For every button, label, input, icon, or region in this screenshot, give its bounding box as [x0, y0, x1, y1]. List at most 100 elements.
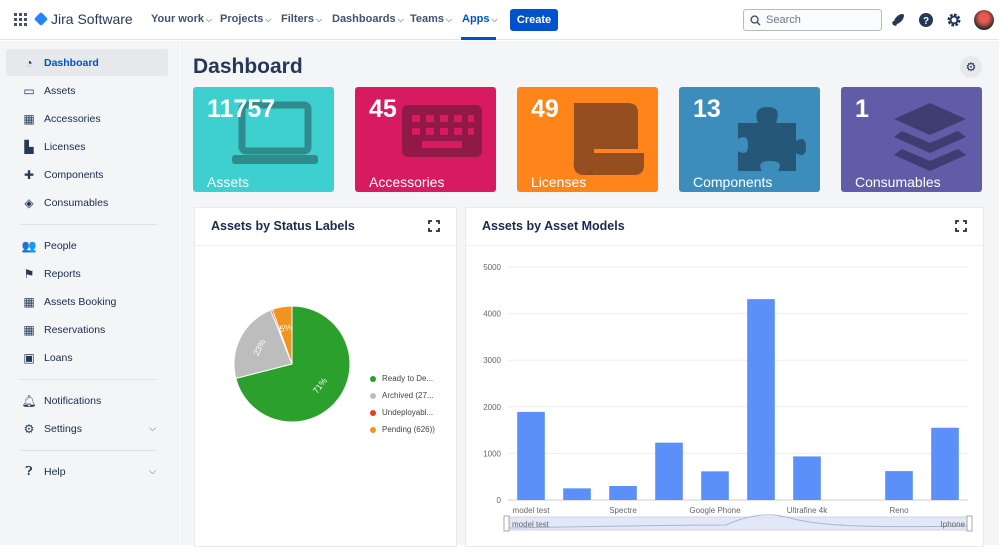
nav-filters[interactable]: Filters ⌵ — [281, 13, 323, 25]
pie-slice[interactable] — [271, 305, 293, 365]
bar[interactable] — [563, 488, 591, 500]
nav-dashboards[interactable]: Dashboards ⌵ — [332, 13, 404, 25]
search-input[interactable]: Search — [743, 9, 882, 31]
panel-title: Assets by Asset Models — [482, 219, 625, 233]
expand-icon[interactable] — [428, 220, 440, 232]
chevron-down-icon: ⌵ — [397, 15, 404, 24]
slider-start-label: model test — [512, 520, 550, 529]
divider — [20, 450, 157, 451]
settings-icon[interactable] — [946, 12, 962, 28]
bar[interactable] — [609, 486, 637, 500]
rocket-icon[interactable] — [890, 12, 906, 28]
expand-icon[interactable] — [955, 220, 967, 232]
chevron-down-icon: ⌵ — [265, 15, 272, 24]
laptop-icon: ▭ — [23, 83, 35, 98]
y-tick-label: 0 — [497, 496, 502, 505]
nav-your-work[interactable]: Your work ⌵ — [151, 13, 213, 25]
pie-chart: 71%23%5% — [233, 305, 351, 423]
legend-item[interactable]: Pending (626)) — [370, 421, 435, 438]
chevron-down-icon: ⌵ — [205, 15, 213, 24]
legend-item[interactable]: Undeployabl... — [370, 404, 435, 421]
zoom-slider[interactable] — [507, 516, 969, 531]
app-switcher-icon[interactable] — [14, 13, 27, 26]
pie-slice[interactable] — [233, 309, 293, 380]
flag-icon: ⚑ — [23, 266, 35, 281]
chevron-down-icon: ⌵ — [491, 15, 498, 24]
sidebar-item-assets[interactable]: ▭ Assets — [23, 83, 76, 98]
jira-logo[interactable]: Jira Software — [33, 11, 133, 27]
chevron-down-icon: ⌵ — [149, 423, 156, 433]
asset-models-panel: Assets by Asset Models 0 1000 2000 3000 4000… — [465, 207, 984, 547]
scroll-icon — [573, 103, 644, 175]
status-labels-panel: Assets by Status Labels 71% 23% 5% Ready t… — [194, 207, 457, 547]
pie-slice[interactable] — [235, 305, 351, 423]
card-accessories[interactable]: 45 Accessories — [355, 87, 496, 192]
card-assets[interactable]: 11757 Assets — [193, 87, 334, 192]
sidebar-item-help[interactable]: ❓︎ Help ⌵ — [6, 458, 168, 485]
top-nav: Jira Software Your work ⌵ Projects ⌵ Filte… — [0, 0, 999, 40]
slider-end-label: Iphone — [941, 520, 966, 529]
sidebar-item-components[interactable]: ✚ Components — [23, 167, 104, 182]
bar-chart: 0 1000 2000 3000 4000 5000 model test Spectre Go… — [483, 263, 973, 532]
brand-name: Jira Software — [51, 11, 133, 27]
help-icon[interactable]: ? — [918, 12, 934, 28]
sidebar-item-settings[interactable]: ⚙ Settings ⌵ — [23, 421, 156, 436]
jira-diamond-icon — [33, 11, 49, 27]
slider-preview-line — [507, 514, 969, 529]
y-tick-label: 1000 — [483, 449, 501, 458]
dashboard-settings-button[interactable]: ⚙ — [960, 56, 982, 78]
nav-projects[interactable]: Projects ⌵ — [220, 13, 272, 25]
x-tick-label: model test — [513, 506, 551, 515]
sidebar-item-accessories[interactable]: ▦ Accessories — [23, 111, 101, 126]
bar[interactable] — [793, 456, 821, 500]
bar[interactable] — [885, 471, 913, 500]
pie-legend: Ready to De... Archived (27... Undeploya… — [370, 370, 435, 438]
puzzle-icon — [738, 107, 806, 171]
slider-handle-left[interactable] — [503, 515, 510, 532]
legend-item[interactable]: Ready to De... — [370, 370, 435, 387]
help-icon: ❓︎ — [25, 464, 33, 478]
bar[interactable] — [517, 411, 545, 500]
sidebar-item-people[interactable]: 👥 People — [21, 238, 77, 253]
layers-icon — [894, 103, 966, 171]
sidebar-item-dashboard[interactable]: ◔ Dashboard — [6, 49, 168, 76]
sidebar-item-loans[interactable]: ▣ Loans — [23, 350, 73, 365]
x-tick-label: Ultrafine 4k — [787, 506, 828, 515]
laptop-icon — [232, 101, 318, 164]
legend-item[interactable]: Archived (27... — [370, 387, 435, 404]
card-licenses[interactable]: 49 Licenses — [517, 87, 658, 192]
page-title: Dashboard — [193, 55, 303, 78]
main-content: Dashboard ⚙ 11757 Assets 45 Accessories 49… — [180, 41, 999, 547]
keyboard-icon: ▦ — [23, 111, 35, 126]
slider-handle-right[interactable] — [966, 515, 973, 532]
bar[interactable] — [747, 299, 775, 500]
slice-label: 5% — [279, 322, 293, 334]
gear-icon: ⚙ — [965, 60, 977, 74]
sidebar-item-licenses[interactable]: ▙ Licenses — [6, 133, 168, 160]
keyboard-icon — [402, 105, 482, 157]
card-consumables[interactable]: 1 Consumables — [841, 87, 982, 192]
nav-teams[interactable]: Teams ⌵ — [410, 13, 453, 25]
bar[interactable] — [701, 471, 729, 500]
panel-title: Assets by Status Labels — [211, 219, 355, 233]
user-avatar[interactable] — [974, 10, 994, 30]
create-button[interactable]: Create — [510, 9, 558, 31]
scroll-icon: ▙ — [24, 139, 34, 154]
x-tick-label: Spectre — [609, 506, 637, 515]
sidebar-item-assets-booking[interactable]: ▦ Assets Booking — [23, 294, 117, 309]
y-tick-label: 2000 — [483, 403, 501, 412]
divider — [20, 224, 157, 225]
card-components[interactable]: 13 Components — [679, 87, 820, 192]
chevron-down-icon: ⌵ — [446, 15, 453, 24]
search-icon — [750, 15, 761, 26]
sidebar-item-consumables[interactable]: ◈ Consumables — [6, 189, 168, 216]
nav-apps[interactable]: Apps ⌵ — [462, 13, 498, 25]
bar[interactable] — [931, 427, 959, 500]
sidebar-item-reservations[interactable]: ▦ Reservations — [23, 322, 106, 337]
sidebar-item-notifications[interactable]: 🔔︎ Notifications — [21, 393, 102, 408]
x-tick-label: Google Phone — [689, 506, 741, 515]
active-tab-indicator — [461, 37, 496, 40]
y-tick-label: 5000 — [483, 263, 501, 272]
sidebar-item-reports[interactable]: ⚑ Reports — [23, 266, 81, 281]
bar[interactable] — [655, 442, 683, 500]
